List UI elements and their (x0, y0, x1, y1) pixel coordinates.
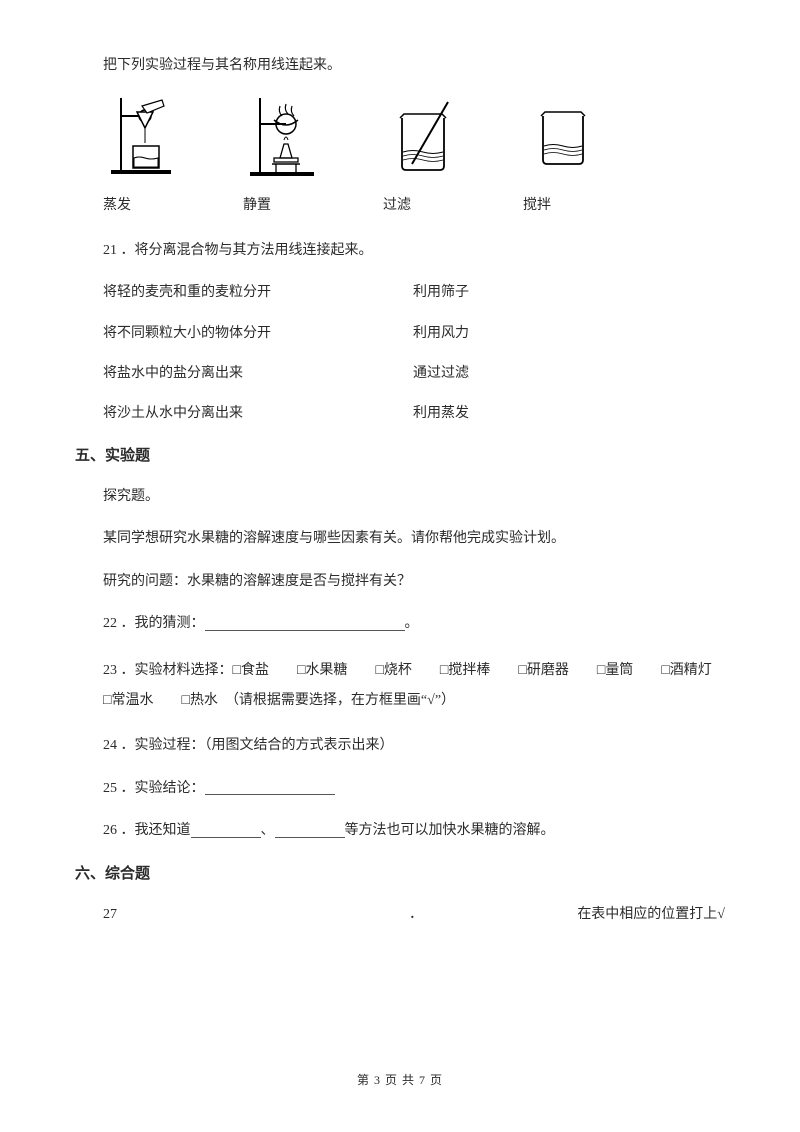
q25-num: 25 ． (103, 781, 135, 796)
q24: 24 ．实验过程：（用图文结合的方式表示出来） (75, 735, 725, 757)
opt-6: 酒精灯 (670, 663, 712, 678)
q22-label: 我的猜测： (135, 616, 205, 631)
checkbox-icon[interactable]: □ (181, 685, 189, 713)
evaporate-apparatus-image (243, 97, 323, 177)
q22-suffix: 。 (405, 616, 419, 631)
stirring-beaker-image (383, 97, 463, 177)
section-6-title: 六、综合题 (75, 862, 725, 886)
q26-blank-2[interactable] (275, 824, 345, 838)
q21-text: 将分离混合物与其方法用线连接起来。 (135, 243, 373, 258)
section-5-title: 五、实验题 (75, 444, 725, 468)
q22-num: 22 ． (103, 616, 135, 631)
pair-1-right: 利用风力 (413, 323, 469, 345)
q23-note: （请根据需要选择，在方框里画“√”） (232, 693, 455, 708)
pair-2: 将盐水中的盐分离出来 通过过滤 (103, 363, 725, 385)
label-filter: 过滤 (383, 195, 523, 217)
q26-sep: 、 (261, 823, 275, 838)
opt-2: 烧杯 (384, 663, 412, 678)
checkbox-icon[interactable]: □ (375, 655, 383, 683)
pair-3-right: 利用蒸发 (413, 403, 469, 425)
q27-text: 在表中相应的位置打上√ (423, 904, 725, 926)
pair-0-left: 将轻的麦壳和重的麦粒分开 (103, 282, 413, 304)
q26-num: 26 ． (103, 823, 135, 838)
opt-3: 搅拌棒 (448, 663, 490, 678)
label-evaporate: 蒸发 (103, 195, 243, 217)
q27: 27 ． 在表中相应的位置打上√ (103, 904, 725, 926)
q23-num: 23 ． (103, 663, 135, 678)
pair-3: 将沙土从水中分离出来 利用蒸发 (103, 403, 725, 425)
pair-1-left: 将不同颗粒大小的物体分开 (103, 323, 413, 345)
pair-0: 将轻的麦壳和重的麦粒分开 利用筛子 (103, 282, 725, 304)
q25-blank[interactable] (205, 781, 335, 795)
opt-8: 热水 (190, 693, 218, 708)
opt-1: 水果糖 (305, 663, 347, 678)
q26-blank-1[interactable] (191, 824, 261, 838)
opt-5: 量筒 (605, 663, 633, 678)
q26-pre: 我还知道 (135, 823, 191, 838)
pair-3-left: 将沙土从水中分离出来 (103, 403, 413, 425)
opt-0: 食盐 (241, 663, 269, 678)
q22: 22 ．我的猜测： 。 (75, 613, 725, 635)
q21-num: 21 ． (103, 243, 135, 258)
q25: 25 ．实验结论： (75, 778, 725, 800)
q27-dot: ． (128, 904, 423, 926)
q22-blank[interactable] (205, 617, 405, 631)
pair-2-right: 通过过滤 (413, 363, 469, 385)
q24-text: 实验过程：（用图文结合的方式表示出来） (135, 738, 394, 753)
q24-num: 24 ． (103, 738, 135, 753)
filter-apparatus-image (103, 97, 183, 177)
experiment-images-row (103, 97, 725, 177)
q23: 23 ．实验材料选择：□食盐 □水果糖 □烧杯 □搅拌棒 □研磨器 □量筒 □酒… (103, 655, 725, 715)
pair-0-right: 利用筛子 (413, 282, 469, 304)
checkbox-icon[interactable]: □ (661, 655, 669, 683)
pair-1: 将不同颗粒大小的物体分开 利用风力 (103, 323, 725, 345)
checkbox-icon[interactable]: □ (518, 655, 526, 683)
q27-num: 27 (103, 904, 128, 926)
matching-intro: 把下列实验过程与其名称用线连起来。 (75, 55, 725, 77)
q26: 26 ．我还知道 、 等方法也可以加快水果糖的溶解。 (75, 820, 725, 842)
standing-beaker-image (523, 97, 603, 177)
q23-label: 实验材料选择： (135, 663, 233, 678)
labels-row: 蒸发 静置 过滤 搅拌 (103, 195, 725, 217)
q25-label: 实验结论： (135, 781, 205, 796)
page-footer: 第 3 页 共 7 页 (0, 1071, 800, 1090)
opt-7: 常温水 (111, 693, 153, 708)
label-stir: 搅拌 (523, 195, 663, 217)
checkbox-icon[interactable]: □ (233, 655, 241, 683)
exp-question: 研究的问题：水果糖的溶解速度是否与搅拌有关？ (75, 571, 725, 593)
exp-desc: 某同学想研究水果糖的溶解速度与哪些因素有关。请你帮他完成实验计划。 (75, 528, 725, 550)
q21: 21 ．将分离混合物与其方法用线连接起来。 (75, 240, 725, 262)
exp-intro: 探究题。 (75, 486, 725, 508)
label-stand: 静置 (243, 195, 383, 217)
q26-post: 等方法也可以加快水果糖的溶解。 (345, 823, 555, 838)
pair-2-left: 将盐水中的盐分离出来 (103, 363, 413, 385)
opt-4: 研磨器 (527, 663, 569, 678)
